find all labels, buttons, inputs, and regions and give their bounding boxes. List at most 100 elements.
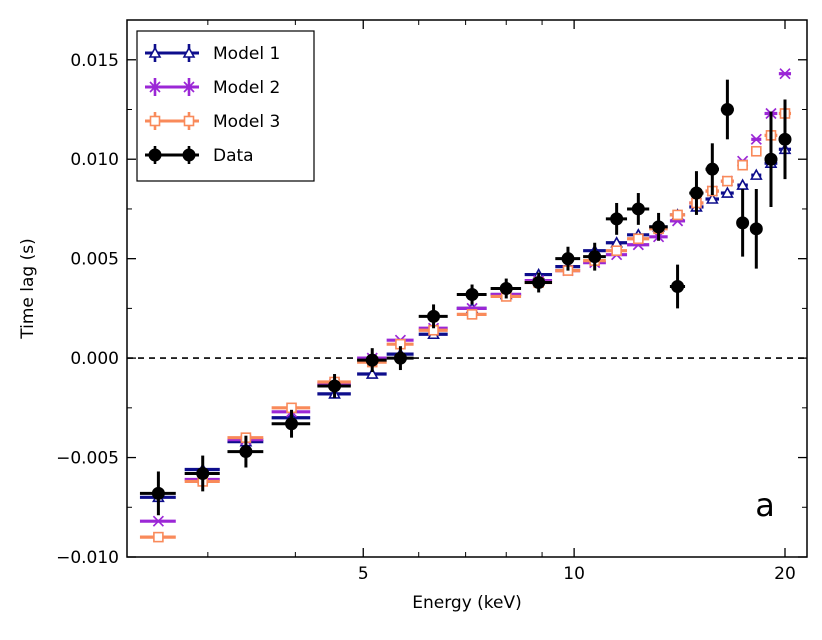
data-marker	[720, 103, 734, 116]
data-marker	[427, 309, 441, 323]
x-tick-label: 5	[358, 564, 369, 584]
legend-item-data: Data	[145, 146, 254, 166]
data-marker	[736, 216, 750, 230]
data-marker	[393, 351, 407, 365]
data-point	[184, 455, 220, 492]
data-point	[778, 99, 792, 180]
x-axis-title: Energy (keV)	[412, 593, 522, 613]
data-marker	[196, 466, 210, 480]
model-3-point	[139, 531, 176, 543]
legend-item-model-1: Model 1	[145, 44, 280, 64]
data-marker	[652, 220, 666, 234]
data-point	[456, 284, 487, 305]
data-marker	[365, 353, 379, 367]
data-point	[555, 246, 581, 271]
model-1-point	[749, 168, 763, 180]
model-1-point	[720, 186, 734, 198]
model-3-marker	[737, 159, 748, 171]
data-point	[490, 278, 522, 299]
model-3-point	[720, 175, 734, 187]
data-point	[227, 435, 264, 468]
data-marker	[749, 222, 763, 236]
model-1-point	[357, 367, 387, 379]
model-1-marker	[705, 192, 719, 204]
legend-marker	[183, 115, 195, 127]
model-3-marker	[466, 309, 478, 320]
data-point	[139, 471, 176, 516]
data-point	[705, 143, 720, 196]
model-3-point	[456, 309, 487, 320]
legend: Model 1 Model 2 Model 3 Data	[136, 30, 315, 182]
legend-label: Model 2	[213, 78, 280, 98]
data-marker	[689, 186, 703, 200]
data-point	[524, 272, 553, 293]
legend-marker	[148, 148, 162, 162]
tick-layer: 5 10 20 −0.010 −0.005 0.000 0.005 0.010 0.015	[56, 20, 807, 584]
model-2-point	[778, 68, 792, 80]
y-axis-title: Time lag (s)	[18, 238, 38, 339]
data-marker	[328, 379, 342, 393]
data-marker	[239, 445, 253, 459]
legend-marker	[148, 46, 162, 58]
model-3-point	[627, 233, 650, 245]
model-3-point	[669, 209, 686, 221]
y-tick-label: 0.015	[70, 51, 119, 71]
axes-frame	[126, 19, 808, 558]
data-point	[583, 242, 606, 271]
model-3-point	[605, 245, 628, 257]
data-marker	[671, 280, 685, 294]
data-marker	[705, 162, 719, 176]
data-point	[317, 374, 351, 398]
data-point	[689, 171, 704, 215]
legend-label: Model 1	[213, 44, 280, 64]
data-point	[749, 189, 763, 269]
data-point	[418, 304, 448, 329]
data-marker	[764, 152, 778, 166]
data-marker	[499, 282, 513, 295]
legend-marker	[182, 46, 196, 58]
data-point	[764, 111, 778, 207]
panel-label: a	[755, 486, 775, 524]
data-layer	[139, 68, 792, 543]
y-tick-label: 0.010	[70, 150, 119, 170]
model-3-marker	[633, 233, 644, 245]
data-marker	[465, 287, 479, 301]
legend-box	[136, 30, 315, 182]
legend-marker	[182, 148, 196, 162]
data-point	[386, 346, 414, 371]
model-2-marker	[750, 133, 762, 145]
data-point	[720, 79, 734, 140]
data-point	[357, 348, 387, 373]
model-3-marker	[611, 245, 622, 257]
x-tick-label: 20	[774, 564, 796, 584]
model-2-marker	[152, 515, 164, 527]
data-point	[736, 189, 750, 257]
model-3-marker	[751, 145, 762, 157]
model-3-point	[751, 145, 762, 157]
data-marker	[610, 212, 624, 226]
data-marker	[151, 486, 165, 500]
model-1-marker	[365, 367, 379, 379]
model-2-point	[139, 515, 176, 527]
data-point	[669, 264, 686, 309]
y-tick-label: −0.005	[56, 449, 119, 469]
model-3-marker	[672, 209, 683, 221]
data-point	[605, 202, 628, 235]
model-3-point	[737, 159, 748, 171]
legend-label: Model 3	[213, 112, 280, 132]
model-2-marker	[779, 68, 791, 80]
y-tick-label: 0.000	[70, 349, 119, 369]
data-marker	[631, 202, 645, 216]
y-tick-label: 0.005	[70, 250, 119, 270]
legend-item-model-3: Model 3	[145, 112, 280, 132]
model-2-point	[750, 133, 762, 145]
data-marker	[532, 276, 546, 290]
legend-marker	[183, 81, 195, 93]
model-3-marker	[153, 531, 164, 543]
model-3-marker	[722, 175, 733, 187]
data-marker	[561, 252, 575, 266]
legend-label: Data	[213, 146, 254, 166]
x-tick-label: 10	[563, 564, 585, 584]
